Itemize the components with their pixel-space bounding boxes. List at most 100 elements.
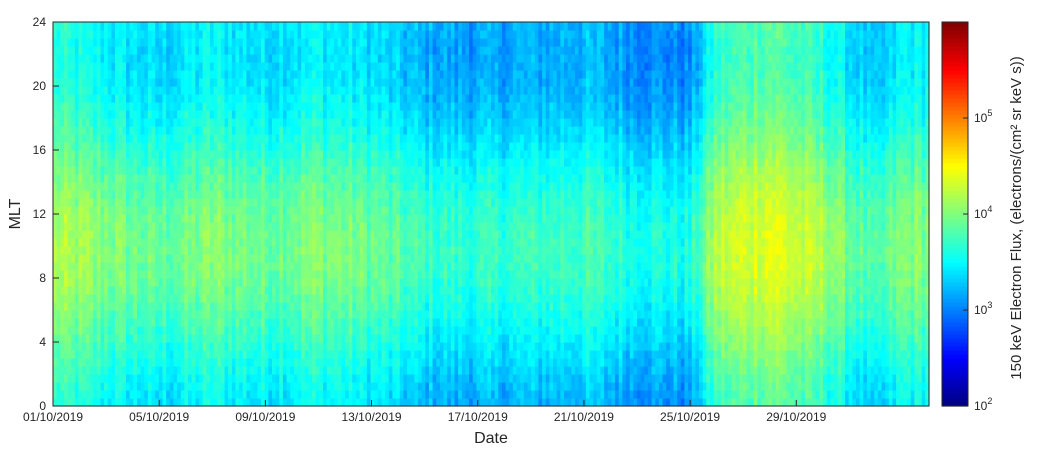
heatmap-cell bbox=[348, 374, 353, 383]
heatmap-cell bbox=[253, 270, 258, 279]
heatmap-cell bbox=[425, 278, 430, 287]
heatmap-cell bbox=[96, 334, 102, 343]
heatmap-cell bbox=[169, 214, 175, 223]
heatmap-cell bbox=[224, 206, 229, 215]
heatmap-cell bbox=[319, 62, 324, 71]
heatmap-cell bbox=[334, 126, 339, 135]
heatmap-cell bbox=[279, 254, 284, 263]
heatmap-cell bbox=[177, 38, 182, 47]
heatmap-cell bbox=[388, 54, 394, 63]
heatmap-cell bbox=[396, 166, 401, 175]
heatmap-cell bbox=[326, 350, 331, 359]
heatmap-cell bbox=[111, 302, 116, 311]
heatmap-cell bbox=[78, 118, 83, 127]
heatmap-cell bbox=[166, 382, 171, 391]
heatmap-cell bbox=[155, 182, 160, 191]
heatmap-cell bbox=[100, 318, 105, 327]
heatmap-cell bbox=[129, 190, 134, 199]
heatmap-cell bbox=[74, 270, 80, 279]
heatmap-cell bbox=[363, 294, 368, 303]
heatmap-cell bbox=[82, 398, 87, 407]
heatmap-cell bbox=[67, 46, 72, 55]
heatmap-cell bbox=[82, 374, 87, 383]
heatmap-cell bbox=[184, 254, 189, 263]
heatmap-cell bbox=[418, 174, 423, 183]
heatmap-cell bbox=[421, 126, 426, 135]
heatmap-cell bbox=[177, 62, 182, 71]
heatmap-cell bbox=[191, 294, 196, 303]
heatmap-cell bbox=[126, 38, 131, 47]
heatmap-cell bbox=[330, 358, 335, 367]
heatmap-cell bbox=[381, 182, 386, 191]
heatmap-cell bbox=[209, 150, 215, 159]
heatmap-cell bbox=[428, 342, 434, 351]
heatmap-cell bbox=[326, 294, 331, 303]
heatmap-cell bbox=[206, 78, 211, 87]
heatmap-cell bbox=[82, 174, 87, 183]
heatmap-cell bbox=[104, 166, 109, 175]
heatmap-cell bbox=[428, 262, 434, 271]
heatmap-cell bbox=[312, 110, 317, 119]
heatmap-cell bbox=[177, 126, 182, 135]
heatmap-cell bbox=[228, 214, 233, 223]
heatmap-cell bbox=[158, 126, 164, 135]
heatmap-cell bbox=[71, 102, 76, 111]
heatmap-cell bbox=[224, 398, 229, 407]
heatmap-cell bbox=[100, 182, 105, 191]
heatmap-cell bbox=[180, 238, 185, 247]
heatmap-cell bbox=[381, 262, 386, 271]
heatmap-cell bbox=[111, 142, 116, 151]
heatmap-cell bbox=[85, 22, 91, 31]
heatmap-cell bbox=[133, 94, 138, 103]
heatmap-cell bbox=[370, 78, 375, 87]
heatmap-cell bbox=[199, 358, 204, 367]
heatmap-cell bbox=[169, 46, 175, 55]
heatmap-cell bbox=[377, 350, 383, 359]
heatmap-cell bbox=[129, 158, 134, 167]
heatmap-cell bbox=[239, 38, 244, 47]
heatmap-cell bbox=[96, 366, 102, 375]
heatmap-cell bbox=[392, 270, 397, 279]
heatmap-cell bbox=[341, 78, 346, 87]
heatmap-cell bbox=[279, 110, 284, 119]
heatmap-cell bbox=[352, 326, 357, 335]
heatmap-cell bbox=[407, 174, 412, 183]
heatmap-cell bbox=[250, 62, 255, 71]
heatmap-cell bbox=[67, 350, 72, 359]
heatmap-cell bbox=[228, 302, 233, 311]
heatmap-cell bbox=[293, 262, 299, 271]
heatmap-cell bbox=[293, 158, 299, 167]
heatmap-cell bbox=[191, 270, 196, 279]
heatmap-cell bbox=[366, 222, 372, 231]
heatmap-cell bbox=[195, 166, 200, 175]
heatmap-cell bbox=[56, 358, 61, 367]
heatmap-cell bbox=[133, 102, 138, 111]
heatmap-cell bbox=[264, 310, 269, 319]
heatmap-cell bbox=[144, 342, 149, 351]
heatmap-cell bbox=[257, 198, 262, 207]
heatmap-cell bbox=[315, 22, 321, 31]
heatmap-cell bbox=[341, 238, 346, 247]
heatmap-cell bbox=[297, 374, 302, 383]
heatmap-cell bbox=[410, 94, 415, 103]
heatmap-cell bbox=[195, 262, 200, 271]
heatmap-cell bbox=[341, 22, 346, 31]
heatmap-cell bbox=[213, 22, 218, 31]
heatmap-cell bbox=[319, 46, 324, 55]
heatmap-cell bbox=[359, 342, 364, 351]
heatmap-cell bbox=[308, 86, 313, 95]
heatmap-cell bbox=[242, 326, 248, 335]
heatmap-cell bbox=[239, 390, 244, 399]
heatmap-cell bbox=[414, 342, 419, 351]
heatmap-cell bbox=[312, 86, 317, 95]
heatmap-cell bbox=[286, 278, 291, 287]
heatmap-cell bbox=[355, 334, 361, 343]
heatmap-cell bbox=[173, 262, 178, 271]
heatmap-cell bbox=[370, 54, 375, 63]
heatmap-cell bbox=[129, 182, 134, 191]
heatmap-cell bbox=[60, 350, 65, 359]
heatmap-cell bbox=[330, 190, 335, 199]
heatmap-cell bbox=[293, 366, 299, 375]
heatmap-cell bbox=[118, 70, 123, 79]
heatmap-cell bbox=[115, 126, 120, 135]
